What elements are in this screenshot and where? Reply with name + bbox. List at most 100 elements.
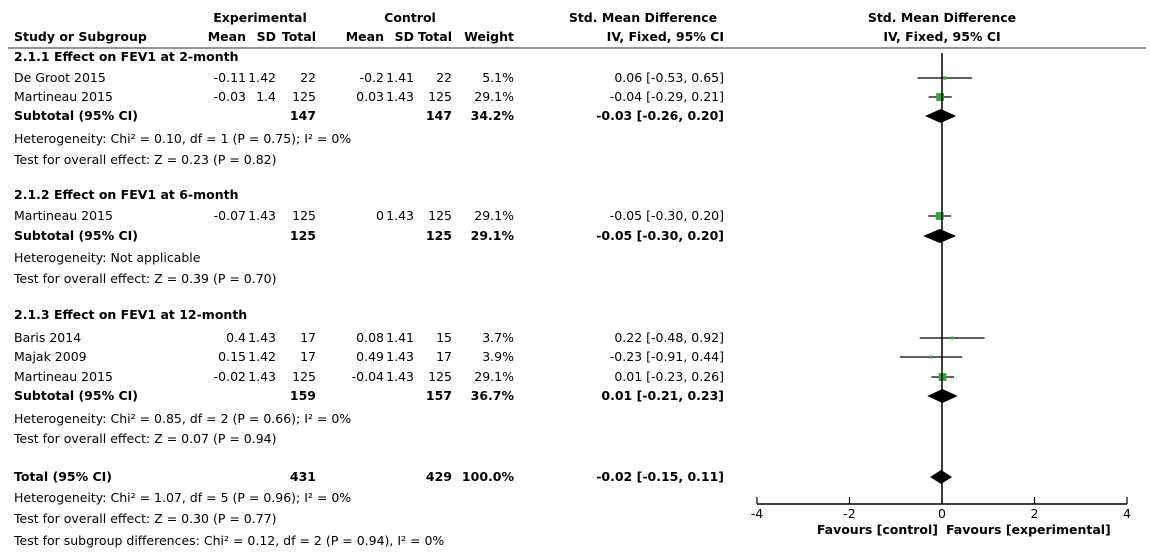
- study-ctl-sd: 1.41: [386, 330, 414, 345]
- study-ctl-sd: 1.43: [386, 89, 414, 104]
- study-exp-total: 17: [300, 330, 316, 345]
- subgroup-differences: Test for subgroup differences: Chi² = 0.…: [13, 533, 444, 548]
- col-ctl-sd: SD: [395, 29, 414, 44]
- col-study: Study or Subgroup: [14, 29, 147, 44]
- x-tick-label: 2: [1031, 506, 1039, 521]
- subtotal-ctl-total: 125: [426, 228, 452, 243]
- subtotal-ctl-total: 147: [426, 108, 452, 123]
- study-ci: -0.04 [-0.29, 0.21]: [610, 89, 724, 104]
- subtotal-label: Subtotal (95% CI): [14, 388, 138, 403]
- study-exp-mean: -0.02: [214, 369, 246, 384]
- header-smd: Std. Mean Difference: [569, 10, 717, 25]
- study-marker: [950, 336, 954, 340]
- x-tick-label: 0: [938, 506, 946, 521]
- study-ci: 0.06 [-0.53, 0.65]: [614, 70, 724, 85]
- study-exp-sd: 1.43: [248, 330, 276, 345]
- study-exp-mean: -0.03: [214, 89, 246, 104]
- study-weight: 29.1%: [474, 89, 514, 104]
- col-ci: IV, Fixed, 95% CI: [607, 29, 724, 44]
- x-tick-label: -2: [843, 506, 855, 521]
- header-experimental: Experimental: [213, 10, 307, 25]
- study-ctl-total: 15: [436, 330, 452, 345]
- x-tick-label: 4: [1123, 506, 1131, 521]
- col-exp-sd: SD: [257, 29, 276, 44]
- subtotal-ctl-total: 157: [426, 388, 452, 403]
- study-name: Martineau 2015: [14, 89, 113, 104]
- subgroup-title: 2.1.3 Effect on FEV1 at 12-month: [14, 307, 247, 322]
- subgroup-title: 2.1.1 Effect on FEV1 at 2-month: [14, 49, 239, 64]
- header-control: Control: [384, 10, 436, 25]
- subtotal-label: Subtotal (95% CI): [14, 228, 138, 243]
- study-ctl-total: 125: [428, 89, 452, 104]
- study-weight: 5.1%: [482, 70, 514, 85]
- study-exp-mean: -0.07: [214, 208, 246, 223]
- study-exp-sd: 1.43: [248, 208, 276, 223]
- study-exp-total: 17: [300, 349, 316, 364]
- total-ctl-total: 429: [426, 469, 452, 484]
- subtotal-exp-total: 159: [290, 388, 316, 403]
- study-marker: [936, 93, 945, 101]
- subtotal-ci: -0.03 [-0.26, 0.20]: [596, 108, 724, 123]
- total-overall-effect: Test for overall effect: Z = 0.30 (P = 0…: [13, 511, 277, 526]
- total-weight: 100.0%: [462, 469, 515, 484]
- col-weight: Weight: [464, 29, 514, 44]
- study-exp-total: 125: [292, 89, 316, 104]
- study-weight: 29.1%: [474, 369, 514, 384]
- study-exp-sd: 1.42: [248, 349, 276, 364]
- col-ctl-mean: Mean: [346, 29, 384, 44]
- subtotal-weight: 36.7%: [471, 388, 515, 403]
- study-ctl-mean: 0.08: [356, 330, 384, 345]
- favours-control: Favours [control]: [817, 522, 938, 537]
- subgroup-overall-effect: Test for overall effect: Z = 0.23 (P = 0…: [13, 152, 277, 167]
- study-ctl-sd: 1.41: [386, 70, 414, 85]
- total-ci: -0.02 [-0.15, 0.11]: [596, 469, 724, 484]
- total-heterogeneity: Heterogeneity: Chi² = 1.07, df = 5 (P = …: [14, 490, 351, 505]
- subtotal-ci: -0.05 [-0.30, 0.20]: [596, 228, 724, 243]
- subgroup-overall-effect: Test for overall effect: Z = 0.39 (P = 0…: [13, 271, 277, 286]
- study-exp-mean: -0.11: [214, 70, 246, 85]
- total-label: Total (95% CI): [14, 469, 112, 484]
- study-ctl-total: 17: [436, 349, 452, 364]
- study-exp-total: 125: [292, 369, 316, 384]
- study-marker: [935, 212, 944, 220]
- study-weight: 29.1%: [474, 208, 514, 223]
- subtotal-exp-total: 125: [290, 228, 316, 243]
- subtotal-weight: 34.2%: [471, 108, 515, 123]
- study-weight: 3.7%: [482, 330, 514, 345]
- col-plot-ci: IV, Fixed, 95% CI: [883, 29, 1000, 44]
- study-ctl-mean: -0.04: [352, 369, 384, 384]
- study-ctl-sd: 1.43: [386, 208, 414, 223]
- subtotal-exp-total: 147: [290, 108, 316, 123]
- study-ctl-total: 22: [436, 70, 452, 85]
- col-exp-total: Total: [282, 29, 316, 44]
- total-exp-total: 431: [290, 469, 316, 484]
- study-marker: [943, 76, 947, 80]
- study-name: De Groot 2015: [14, 70, 106, 85]
- subgroup-title: 2.1.2 Effect on FEV1 at 6-month: [14, 187, 239, 202]
- col-ctl-total: Total: [418, 29, 452, 44]
- study-ctl-sd: 1.43: [386, 349, 414, 364]
- col-exp-mean: Mean: [208, 29, 246, 44]
- study-ci: -0.23 [-0.91, 0.44]: [610, 349, 724, 364]
- x-tick-label: -4: [751, 506, 764, 521]
- study-exp-sd: 1.42: [248, 70, 276, 85]
- subtotal-diamond: [923, 229, 957, 243]
- study-name: Martineau 2015: [14, 208, 113, 223]
- study-exp-sd: 1.4: [256, 89, 276, 104]
- header-plot-smd: Std. Mean Difference: [868, 10, 1016, 25]
- study-ci: 0.22 [-0.48, 0.92]: [614, 330, 724, 345]
- subtotal-ci: 0.01 [-0.21, 0.23]: [601, 388, 724, 403]
- study-ci: 0.01 [-0.23, 0.26]: [614, 369, 724, 384]
- subgroup-heterogeneity: Heterogeneity: Chi² = 0.10, df = 1 (P = …: [14, 131, 351, 146]
- study-name: Baris 2014: [14, 330, 81, 345]
- study-ctl-total: 125: [428, 369, 452, 384]
- study-exp-mean: 0.4: [226, 330, 246, 345]
- subtotal-diamond: [924, 109, 957, 123]
- favours-experimental: Favours [experimental]: [946, 522, 1111, 537]
- study-ctl-mean: -0.2: [360, 70, 384, 85]
- subtotal-weight: 29.1%: [471, 228, 515, 243]
- study-exp-total: 22: [300, 70, 316, 85]
- study-weight: 3.9%: [482, 349, 514, 364]
- study-ctl-mean: 0.03: [356, 89, 384, 104]
